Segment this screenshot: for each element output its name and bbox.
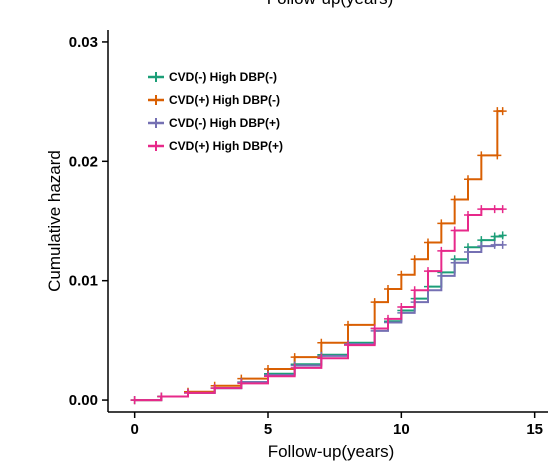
series-line [134, 110, 503, 402]
censor-marker [410, 255, 419, 264]
censor-marker [477, 151, 486, 160]
censor-marker [490, 232, 499, 241]
censor-marker [437, 219, 446, 228]
axes: 0 5 10 15 0.00 0.01 0.02 0.03 [69, 30, 548, 438]
legend-marker [151, 72, 161, 82]
y-axis-title: Cumulative hazard [45, 150, 64, 292]
censor-marker [464, 175, 472, 184]
legend-label: CVD(-) High DBP(-) [169, 70, 277, 84]
legend-marker [151, 95, 161, 105]
series-1 [130, 231, 507, 405]
x-tick-label: 15 [526, 421, 543, 438]
series-line [134, 208, 503, 402]
x-tick-label: 0 [130, 421, 138, 438]
y-tick-label: 0.03 [69, 34, 98, 51]
censor-marker [464, 248, 472, 257]
legend-label: CVD(+) High DBP(+) [169, 139, 283, 153]
censor-marker [490, 240, 499, 249]
censor-marker [264, 372, 272, 381]
censor-marker [477, 242, 486, 251]
censor-marker [397, 270, 406, 279]
legend-item-1: CVD(-) High DBP(-) [148, 70, 277, 84]
x-axis-title: Follow-up(years) [268, 442, 395, 461]
censor-marker [237, 379, 246, 388]
censor-marker [344, 341, 352, 350]
censor-marker [370, 298, 379, 307]
censor-marker [410, 286, 419, 295]
censor-marker [498, 231, 507, 240]
censor-marker [493, 151, 502, 160]
x-tick-label: 5 [264, 421, 272, 438]
legend: CVD(-) High DBP(-) CVD(+) High DBP(-) CVD(… [148, 70, 283, 153]
censor-marker [130, 396, 139, 405]
y-tick-label: 0.00 [69, 392, 98, 409]
censor-marker [157, 392, 166, 401]
legend-item-3: CVD(-) High DBP(+) [148, 116, 280, 130]
censor-marker [450, 195, 459, 204]
censor-marker [290, 353, 299, 362]
legend-marker [151, 118, 161, 128]
censor-marker [477, 205, 486, 214]
censor-marker [317, 354, 326, 363]
censor-marker [317, 338, 326, 347]
censor-marker [397, 302, 406, 311]
x-tick-label: 10 [393, 421, 410, 438]
series-3 [130, 240, 507, 405]
series-4 [130, 205, 507, 405]
series-2 [130, 107, 507, 405]
censor-marker [437, 271, 446, 280]
censor-marker [437, 246, 446, 255]
censor-marker [450, 258, 459, 267]
legend-item-4: CVD(+) High DBP(+) [148, 139, 283, 153]
censor-marker [424, 238, 432, 247]
censor-marker [344, 320, 352, 329]
censor-marker [384, 314, 392, 323]
y-tick-label: 0.01 [69, 273, 98, 290]
censor-marker [370, 324, 379, 333]
legend-marker [151, 141, 161, 151]
censor-marker [498, 205, 507, 214]
censor-marker [184, 388, 192, 397]
censor-marker [290, 363, 299, 372]
censor-marker [450, 226, 459, 235]
censor-marker [498, 107, 507, 116]
legend-label: CVD(-) High DBP(+) [169, 116, 280, 130]
y-tick-label: 0.02 [69, 153, 98, 170]
legend-label: CVD(+) High DBP(-) [169, 93, 280, 107]
clipped-top-title: Follow-up(years) [267, 0, 394, 8]
legend-item-2: CVD(+) High DBP(-) [148, 93, 280, 107]
censor-marker [498, 240, 507, 249]
series-layer [130, 107, 507, 405]
series-line [134, 243, 503, 402]
censor-marker [424, 267, 432, 276]
censor-marker [464, 211, 472, 220]
censor-marker [384, 285, 392, 294]
censor-marker [210, 384, 219, 393]
series-line [134, 235, 504, 402]
censor-marker [490, 205, 499, 214]
